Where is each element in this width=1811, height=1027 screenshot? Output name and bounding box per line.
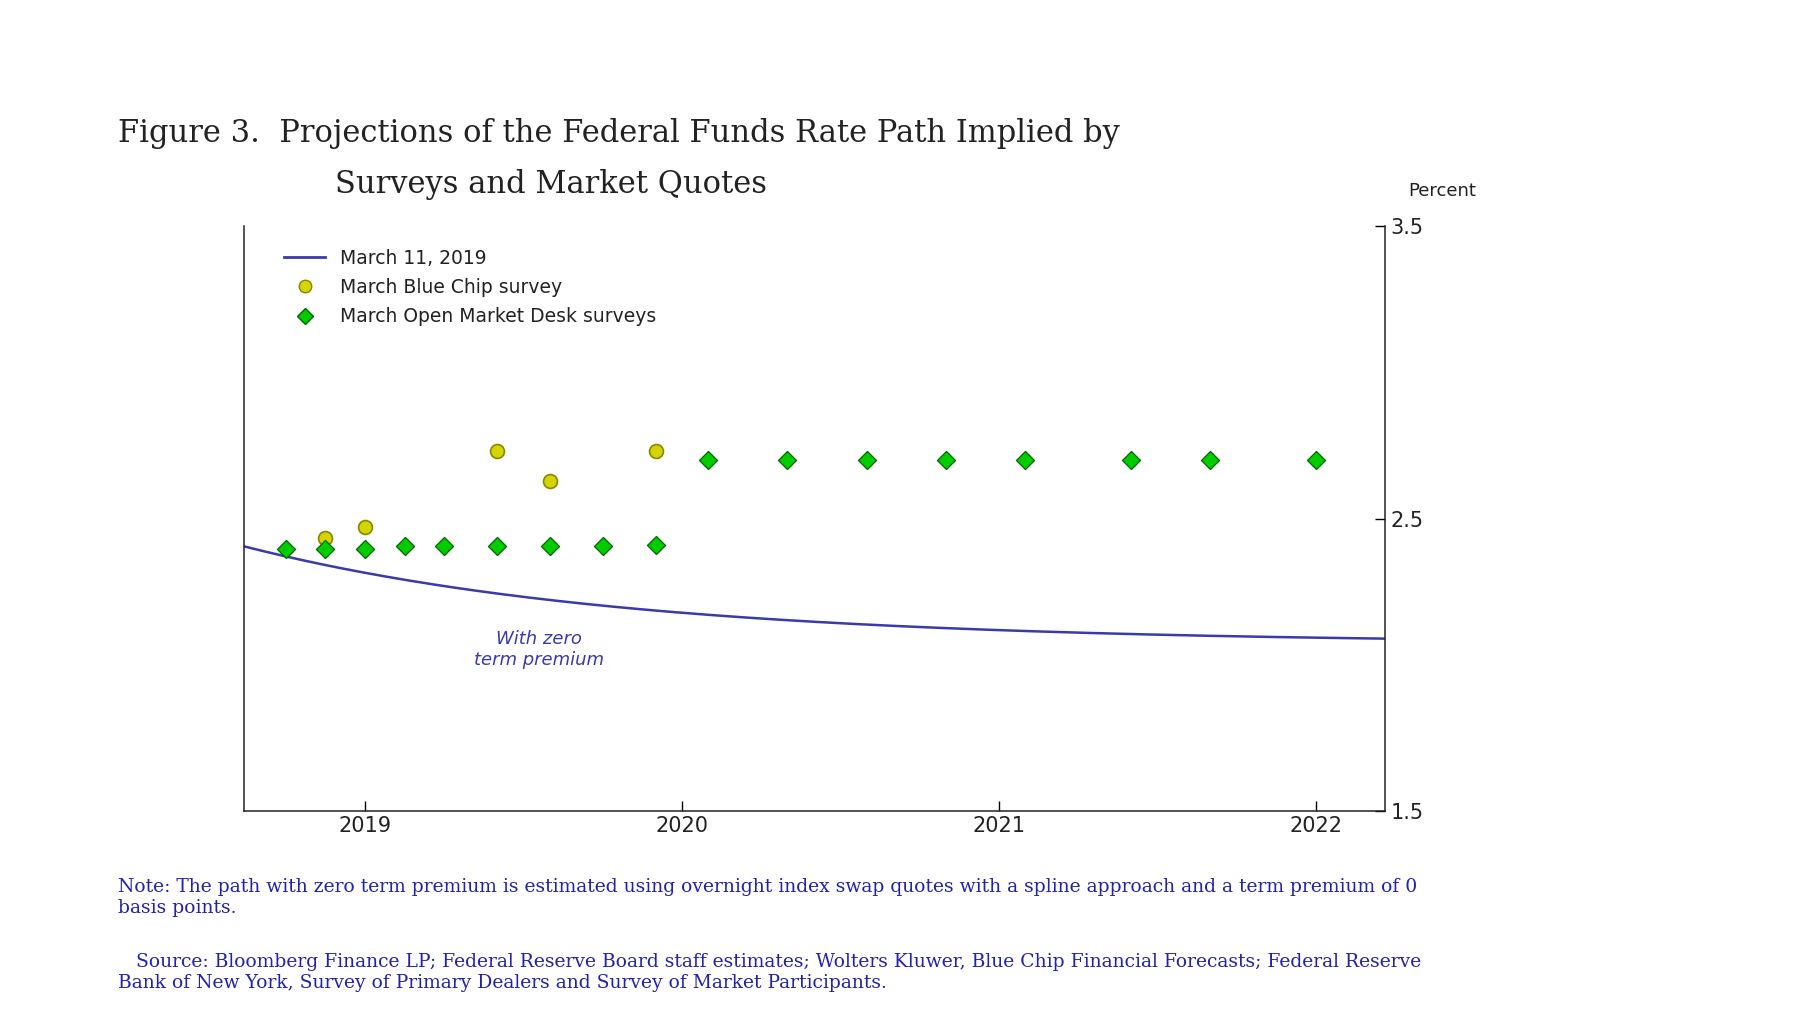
Text: Source: Bloomberg Finance LP; Federal Reserve Board staff estimates; Wolters Klu: Source: Bloomberg Finance LP; Federal Re…: [118, 953, 1422, 992]
Point: [389, 538, 418, 555]
Text: With zero
term premium: With zero term premium: [474, 630, 605, 669]
Point: [641, 537, 670, 554]
Text: Percent: Percent: [1409, 182, 1476, 199]
Point: [694, 452, 723, 468]
Point: [1116, 452, 1145, 468]
Point: [536, 472, 565, 489]
Point: [1011, 452, 1040, 468]
Point: [482, 443, 511, 459]
Point: [536, 538, 565, 555]
Point: [311, 541, 340, 558]
Text: Note: The path with zero term premium is estimated using overnight index swap qu: Note: The path with zero term premium is…: [118, 878, 1416, 917]
Text: Surveys and Market Quotes: Surveys and Market Quotes: [335, 169, 768, 200]
Point: [773, 452, 802, 468]
Point: [429, 538, 458, 555]
Point: [482, 538, 511, 555]
Point: [311, 530, 340, 546]
Point: [931, 452, 960, 468]
Point: [589, 538, 618, 555]
Point: [351, 520, 380, 536]
Point: [1300, 452, 1329, 468]
Point: [351, 541, 380, 558]
Point: [853, 452, 882, 468]
Point: [641, 443, 670, 459]
Legend: March 11, 2019, March Blue Chip survey, March Open Market Desk surveys: March 11, 2019, March Blue Chip survey, …: [277, 241, 665, 334]
Point: [272, 541, 301, 558]
Point: [1195, 452, 1224, 468]
Text: Figure 3.  Projections of the Federal Funds Rate Path Implied by: Figure 3. Projections of the Federal Fun…: [118, 118, 1119, 149]
